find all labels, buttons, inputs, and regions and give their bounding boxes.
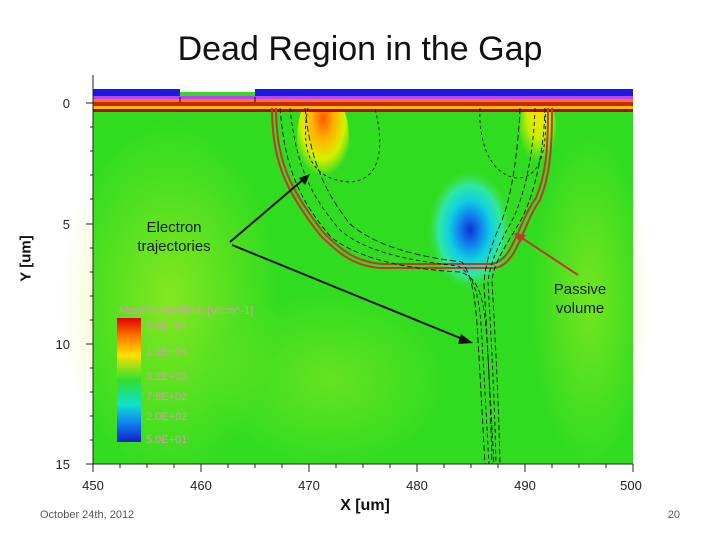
slide-title: Dead Region in the Gap <box>177 30 543 68</box>
hot-spot-left <box>297 90 349 186</box>
legend-entry: 3.2E+03 <box>146 371 187 383</box>
legend-entry: 2.0E+02 <box>146 411 187 423</box>
low-field-region <box>428 170 512 290</box>
y-tick-label: 0 <box>63 96 70 111</box>
y-axis-ticks <box>86 102 93 465</box>
y-tick-label: 15 <box>56 457 70 472</box>
annotation-arrows <box>229 174 579 344</box>
passive-volume-boundary <box>271 107 553 269</box>
legend-entry: 5.0E+04 <box>146 320 187 332</box>
legend-colorbar <box>117 318 141 442</box>
annotation-passive-volume: Passive volume <box>553 281 607 317</box>
arrow-passive <box>521 237 579 276</box>
legend-entry: 7.8E+02 <box>146 391 187 403</box>
electrode-stack <box>93 89 633 112</box>
x-tick-label: 450 <box>82 478 104 493</box>
legend-entry: 5.0E+01 <box>146 434 187 446</box>
legend-entry: 1.2E+04 <box>146 346 187 358</box>
y-tick-label: 5 <box>63 217 70 232</box>
field-legend: Abs(ElectricField) [V/cm^-1] 5.0E+04 1.2… <box>117 305 253 446</box>
x-tick-label: 500 <box>620 478 642 493</box>
y-tick-label: 10 <box>56 337 70 352</box>
footer-page-number: 20 <box>667 509 680 521</box>
x-tick-label: 480 <box>406 478 428 493</box>
electron-trajectories <box>279 107 547 465</box>
footer-date: October 24th, 2012 <box>40 509 135 521</box>
x-axis-label: X [um] <box>340 497 390 514</box>
arrow-electron-upper <box>229 177 306 243</box>
x-tick-label: 460 <box>190 478 212 493</box>
x-tick-label: 470 <box>298 478 320 493</box>
x-axis-ticks <box>92 464 634 472</box>
annotation-electron-trajectories: Electron trajectories <box>137 219 211 255</box>
arrow-electron-lower <box>231 244 466 341</box>
legend-title: Abs(ElectricField) [V/cm^-1] <box>118 305 253 317</box>
y-axis-label: Y [um] <box>17 235 35 282</box>
x-tick-label: 490 <box>514 478 536 493</box>
